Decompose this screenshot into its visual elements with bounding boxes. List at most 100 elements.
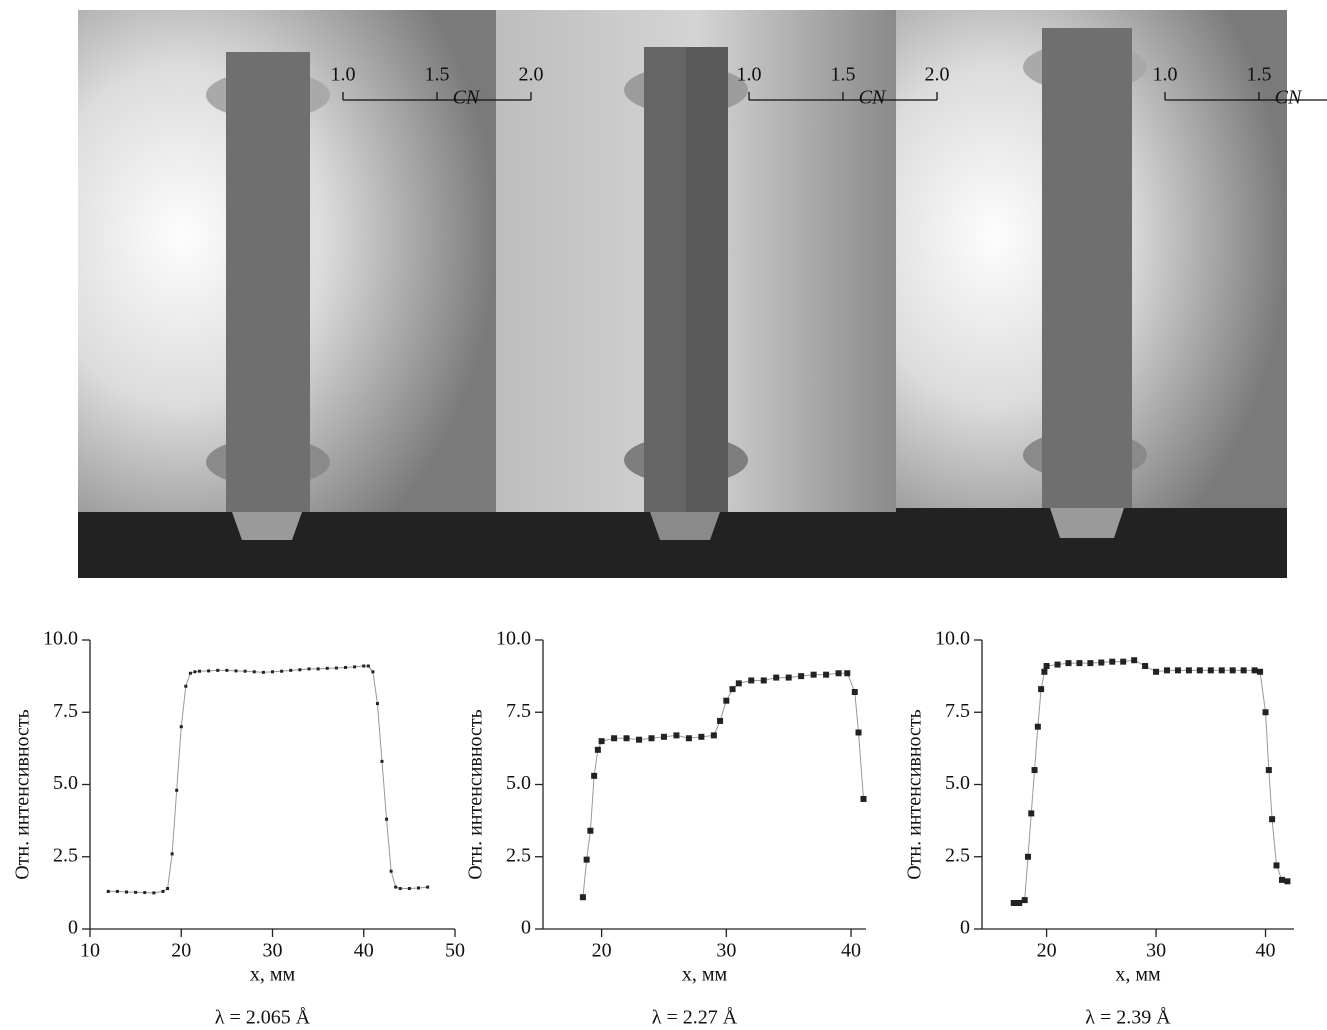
data-point	[823, 671, 830, 678]
data-point	[860, 795, 867, 802]
data-point	[161, 889, 165, 893]
data-point	[583, 856, 590, 863]
x-axis-label: x, мм	[682, 964, 728, 986]
data-point	[216, 668, 220, 672]
scale-label: 1.0	[331, 64, 356, 86]
data-point	[252, 670, 256, 674]
data-point	[334, 666, 338, 670]
y-tick-label: 10.0	[496, 628, 531, 650]
data-point	[1038, 686, 1045, 693]
data-point	[710, 732, 717, 739]
data-point	[1185, 667, 1192, 674]
data-point	[280, 669, 284, 673]
data-point	[717, 717, 724, 724]
data-point	[1269, 816, 1276, 823]
data-point	[1098, 659, 1105, 666]
data-point	[1278, 876, 1285, 883]
y-tick-label: 2.5	[53, 844, 78, 866]
caption: λ = 2.065 Å	[215, 1007, 311, 1029]
data-point	[417, 886, 420, 890]
data-point	[407, 887, 411, 891]
x-tick-label: 40	[1256, 940, 1276, 962]
data-line	[1013, 659, 1288, 904]
data-point	[591, 772, 598, 779]
data-point	[785, 674, 792, 681]
data-point	[735, 680, 742, 687]
scale-unit: CN	[1275, 87, 1303, 109]
data-point	[587, 827, 594, 834]
data-point	[855, 729, 862, 736]
data-point	[1207, 667, 1214, 674]
data-point	[1265, 767, 1272, 774]
data-point	[394, 885, 398, 889]
data-point	[1174, 667, 1181, 674]
data-point	[1131, 657, 1138, 664]
data-point	[234, 669, 238, 673]
data-point	[1043, 663, 1050, 670]
data-point	[1142, 663, 1149, 670]
y-tick-label: 10.0	[935, 628, 970, 650]
x-axis-label: x, мм	[250, 964, 296, 986]
data-point	[598, 738, 605, 745]
y-tick-label: 0	[68, 917, 78, 939]
data-point	[353, 665, 357, 669]
data-point	[1240, 667, 1247, 674]
y-axis-label: Отн. интенсивность	[465, 709, 487, 880]
x-tick-label: 30	[716, 940, 736, 962]
y-tick-label: 7.5	[945, 700, 970, 722]
x-tick-label: 30	[1146, 940, 1166, 962]
radiograph-2	[496, 10, 896, 578]
data-point	[1284, 878, 1291, 885]
x-tick-label: 10	[80, 940, 100, 962]
data-point	[385, 817, 389, 821]
radiograph-1	[78, 10, 496, 578]
data-point	[723, 697, 730, 704]
data-point	[729, 686, 736, 693]
data-point	[1109, 658, 1116, 665]
data-point	[125, 890, 128, 894]
data-point	[1273, 862, 1280, 869]
data-point	[179, 725, 183, 729]
data-point	[271, 670, 274, 674]
data-point	[426, 885, 430, 889]
data-point	[166, 887, 170, 891]
data-point	[773, 674, 780, 681]
data-point	[1164, 667, 1171, 674]
data-point	[1087, 660, 1094, 667]
scale-label: 1.5	[425, 64, 450, 86]
caption: λ = 2.39 Å	[1085, 1007, 1171, 1029]
y-tick-label: 7.5	[506, 700, 531, 722]
data-point	[344, 665, 347, 669]
data-point	[844, 670, 851, 677]
scale-unit: CN	[859, 87, 887, 109]
x-tick-label: 50	[445, 940, 465, 962]
data-point	[1010, 899, 1017, 906]
data-point	[1021, 897, 1028, 904]
y-tick-label: 5.0	[945, 772, 970, 794]
data-point	[298, 668, 302, 672]
data-point	[1218, 667, 1225, 674]
data-point	[685, 735, 692, 742]
data-point	[851, 689, 858, 696]
data-point	[1251, 667, 1258, 674]
data-point	[748, 677, 755, 684]
y-tick-label: 10.0	[43, 628, 78, 650]
data-point	[1031, 767, 1038, 774]
data-point	[579, 894, 586, 901]
data-point	[398, 887, 402, 891]
data-point	[1024, 853, 1031, 860]
y-tick-label: 0	[521, 917, 531, 939]
data-point	[673, 732, 680, 739]
data-point	[115, 889, 119, 893]
scale-label: 1.0	[1153, 64, 1178, 86]
data-point	[1054, 661, 1061, 668]
data-point	[225, 668, 229, 672]
data-point	[1041, 668, 1048, 675]
data-point	[184, 684, 188, 688]
data-line	[582, 672, 865, 898]
data-point	[134, 890, 138, 894]
data-point	[648, 735, 655, 742]
data-point	[611, 735, 618, 742]
x-axis-label: x, мм	[1115, 964, 1161, 986]
data-point	[698, 733, 705, 740]
